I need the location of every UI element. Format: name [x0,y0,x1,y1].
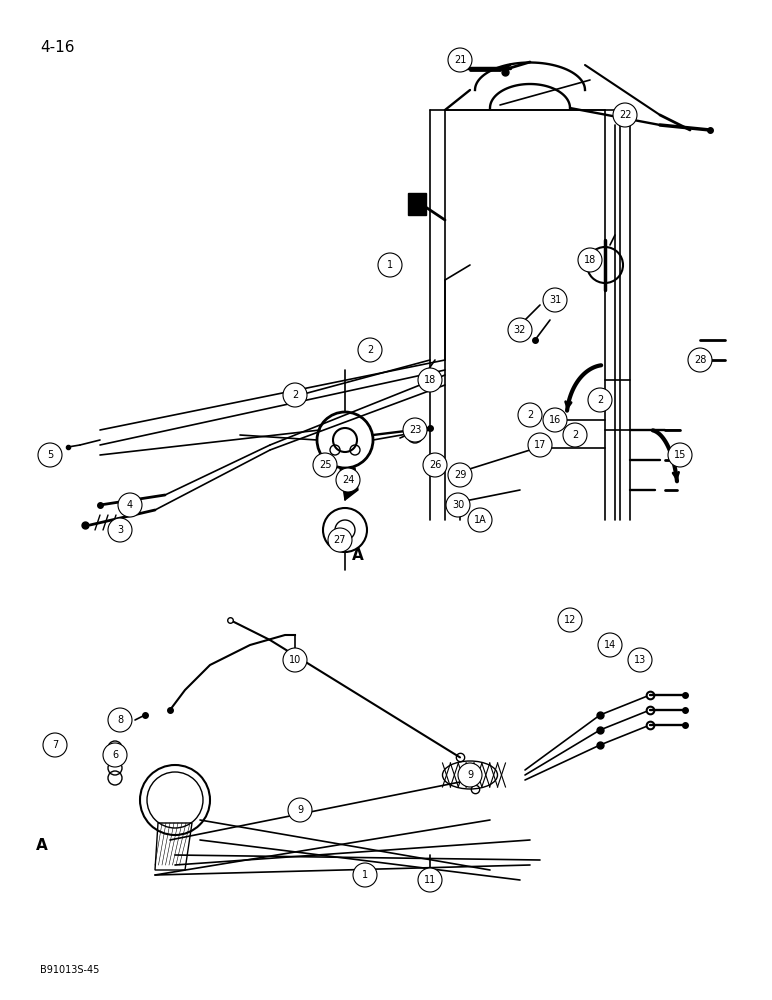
Text: 23: 23 [409,425,422,435]
Text: 10: 10 [289,655,301,665]
Circle shape [313,453,337,477]
Text: 9: 9 [467,770,473,780]
Circle shape [336,468,360,492]
Circle shape [598,633,622,657]
Circle shape [578,248,602,272]
Circle shape [508,318,532,342]
Text: 12: 12 [564,615,576,625]
Polygon shape [155,823,192,870]
Text: 1: 1 [362,870,368,880]
Circle shape [528,433,552,457]
Text: 16: 16 [549,415,561,425]
Text: 14: 14 [604,640,616,650]
Text: 13: 13 [634,655,646,665]
Text: 4: 4 [127,500,133,510]
Text: 5: 5 [47,450,53,460]
Circle shape [448,48,472,72]
Text: 9: 9 [297,805,303,815]
Circle shape [558,608,582,632]
Circle shape [108,708,132,732]
Text: 4-16: 4-16 [40,40,75,55]
Text: 8: 8 [117,715,123,725]
Circle shape [418,368,442,392]
Text: A: A [36,838,48,852]
Circle shape [448,463,472,487]
Text: 26: 26 [428,460,441,470]
Circle shape [543,408,567,432]
Text: B91013S-45: B91013S-45 [40,965,100,975]
Text: 1: 1 [387,260,393,270]
Text: 2: 2 [597,395,603,405]
Text: 30: 30 [452,500,464,510]
Text: 1A: 1A [474,515,486,525]
Text: 2: 2 [367,345,373,355]
Circle shape [358,338,382,362]
Text: 21: 21 [454,55,466,65]
Circle shape [353,863,377,887]
Circle shape [563,423,587,447]
Text: 2: 2 [572,430,578,440]
Circle shape [43,733,67,757]
Circle shape [688,348,712,372]
Circle shape [446,493,470,517]
Circle shape [668,443,692,467]
Circle shape [588,388,612,412]
Circle shape [423,453,447,477]
Text: 28: 28 [694,355,706,365]
Text: 25: 25 [319,460,331,470]
Circle shape [328,528,352,552]
Text: A: A [352,548,364,562]
Circle shape [403,418,427,442]
Circle shape [108,518,132,542]
Circle shape [288,798,312,822]
Text: 32: 32 [514,325,527,335]
Circle shape [283,383,307,407]
Text: 15: 15 [674,450,686,460]
Text: 24: 24 [342,475,354,485]
Text: 3: 3 [117,525,123,535]
Circle shape [518,403,542,427]
Text: 22: 22 [618,110,631,120]
Circle shape [103,743,127,767]
Circle shape [543,288,567,312]
Text: 18: 18 [584,255,596,265]
Circle shape [38,443,62,467]
Text: 29: 29 [454,470,466,480]
Circle shape [628,648,652,672]
Text: 11: 11 [424,875,436,885]
Text: 27: 27 [334,535,347,545]
Circle shape [418,868,442,892]
Polygon shape [340,468,358,500]
Text: 2: 2 [527,410,533,420]
Circle shape [118,493,142,517]
Text: 31: 31 [549,295,561,305]
Circle shape [468,508,492,532]
Text: 2: 2 [292,390,298,400]
Text: 18: 18 [424,375,436,385]
Circle shape [613,103,637,127]
Text: 17: 17 [533,440,546,450]
Circle shape [378,253,402,277]
Circle shape [333,428,357,452]
Text: 7: 7 [52,740,58,750]
FancyBboxPatch shape [408,193,426,215]
Text: 6: 6 [112,750,118,760]
Circle shape [283,648,307,672]
Circle shape [458,763,482,787]
